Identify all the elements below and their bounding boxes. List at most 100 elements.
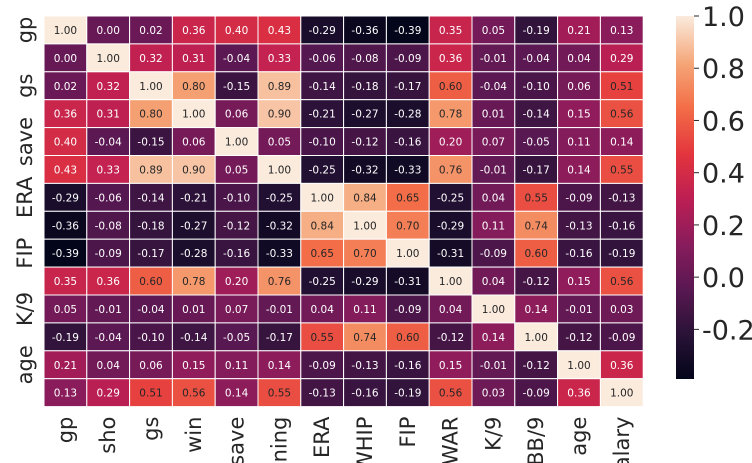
- cell-value-label: -0.13: [309, 388, 336, 400]
- cell-value-label: -0.32: [266, 220, 293, 232]
- cell-value-label: 0.40: [54, 137, 77, 149]
- heatmap-cell: [171, 43, 216, 73]
- cell-value-label: -0.21: [180, 192, 207, 204]
- cell-value-label: 0.11: [567, 137, 590, 149]
- cell-value-label: 0.31: [182, 53, 205, 65]
- cell-value-label: -0.16: [351, 388, 378, 400]
- cell-value-label: 0.11: [225, 360, 248, 372]
- heatmap-cell: [343, 99, 387, 129]
- x-tick-label: WHIP: [353, 417, 377, 463]
- cell-value-label: -0.33: [266, 248, 293, 260]
- cell-value-label: 0.13: [610, 25, 633, 37]
- heatmap-cell: [557, 127, 601, 156]
- heatmap-cell: [129, 71, 173, 101]
- y-tick-label: FIP: [13, 238, 37, 269]
- heatmap-cell: [43, 182, 88, 212]
- heatmap-cell: [599, 294, 644, 324]
- heatmap-cell: [385, 378, 430, 408]
- cell-value-label: -0.16: [565, 248, 592, 260]
- heatmap-cell: [257, 43, 302, 73]
- cell-value-label: -0.10: [309, 137, 336, 149]
- cell-value-label: 0.29: [610, 53, 633, 65]
- cell-value-label: -0.10: [223, 192, 250, 204]
- cell-value-label: 0.15: [567, 109, 590, 121]
- cell-value-label: -0.17: [523, 164, 550, 176]
- cell-value-label: 0.76: [268, 276, 292, 288]
- cell-value-label: 0.04: [567, 53, 591, 65]
- cell-value-label: -0.19: [523, 25, 550, 37]
- heatmap-cell: [514, 266, 559, 296]
- heatmap-cell: [300, 43, 345, 73]
- cell-value-label: 0.06: [225, 109, 249, 121]
- cell-value-label: 1.00: [482, 304, 505, 316]
- cell-value-label: -0.27: [180, 220, 207, 232]
- cell-value-label: 0.33: [97, 164, 120, 176]
- cell-value-label: 0.56: [182, 388, 206, 400]
- heatmap-cell: [343, 378, 387, 408]
- heatmap-cell: [599, 155, 644, 184]
- heatmap-cell: [129, 43, 173, 73]
- cell-value-label: -0.04: [480, 81, 507, 93]
- cell-value-label: 0.21: [54, 360, 77, 372]
- heatmap-cell: [214, 266, 259, 296]
- heatmap-cell: [214, 294, 259, 324]
- cell-value-label: -0.39: [394, 25, 421, 37]
- heatmap-cell: [514, 210, 559, 240]
- cell-value-label: -0.31: [394, 276, 421, 288]
- y-tick-label: age: [13, 345, 37, 384]
- cell-value-label: 0.36: [182, 25, 206, 37]
- heatmap-cell: [214, 99, 259, 129]
- cell-value-label: 0.76: [439, 164, 463, 176]
- heatmap-cell: [300, 294, 345, 324]
- x-tick-label: ERA: [310, 416, 334, 458]
- cell-value-label: 1.00: [97, 53, 120, 65]
- cell-value-label: 1.00: [54, 25, 77, 37]
- cell-value-label: 0.20: [439, 137, 462, 149]
- cell-value-label: -0.09: [523, 388, 550, 400]
- heatmap-cell: [129, 294, 173, 324]
- cell-value-label: -0.36: [351, 25, 378, 37]
- cell-value-label: 0.80: [139, 109, 162, 121]
- cell-value-label: -0.17: [266, 332, 293, 344]
- colorbar-tick-label: 0.0: [702, 263, 745, 294]
- heatmap-cell: [343, 43, 387, 73]
- cell-value-label: 0.56: [610, 109, 634, 121]
- heatmap-cell: [171, 210, 216, 240]
- heatmap-cell: [214, 210, 259, 240]
- heatmap-cell: [428, 238, 473, 268]
- heatmap-cell: [343, 350, 387, 380]
- cell-value-label: 0.70: [353, 248, 376, 260]
- cell-value-label: -0.19: [608, 248, 635, 260]
- cell-value-label: 0.55: [311, 332, 334, 344]
- heatmap-cell: [300, 155, 345, 184]
- cell-value-label: 0.04: [482, 192, 506, 204]
- cell-value-label: -0.08: [351, 53, 378, 65]
- cell-value-label: 0.03: [610, 304, 633, 316]
- cell-value-label: -0.10: [523, 81, 550, 93]
- cell-value-label: -0.01: [266, 304, 293, 316]
- cell-value-label: -0.09: [95, 248, 122, 260]
- cell-value-label: -0.14: [309, 81, 336, 93]
- cell-value-label: 0.04: [439, 304, 463, 316]
- x-axis-ticks: gp sho gs win save inning ERA WHIP FIP WAR K/9 BB/9…: [53, 416, 633, 463]
- cell-value-label: 0.06: [182, 137, 206, 149]
- cell-value-label: -0.25: [266, 192, 293, 204]
- heatmap-cell: [385, 71, 430, 101]
- cell-value-label: 0.65: [396, 192, 419, 204]
- cell-value-label: -0.18: [137, 220, 164, 232]
- heatmap-cell: [599, 127, 644, 156]
- cell-value-label: -0.17: [137, 248, 164, 260]
- heatmap-cell: [471, 294, 516, 324]
- colorbar-tick-label: -0.2: [702, 315, 752, 346]
- cell-value-label: -0.01: [480, 164, 507, 176]
- cell-value-label: 0.21: [567, 25, 590, 37]
- heatmap-cell: [343, 127, 387, 156]
- cell-value-label: -0.04: [223, 53, 250, 65]
- cell-value-label: 0.60: [396, 332, 419, 344]
- x-tick-label: inning: [267, 417, 291, 463]
- x-tick-label: FIP: [396, 417, 420, 448]
- y-axis-ticks: gp gs save ERA FIP K/9 age: [13, 17, 37, 385]
- heatmap-cell: [214, 378, 259, 408]
- heatmap-cell: [129, 322, 173, 352]
- cell-value-label: -0.13: [608, 192, 635, 204]
